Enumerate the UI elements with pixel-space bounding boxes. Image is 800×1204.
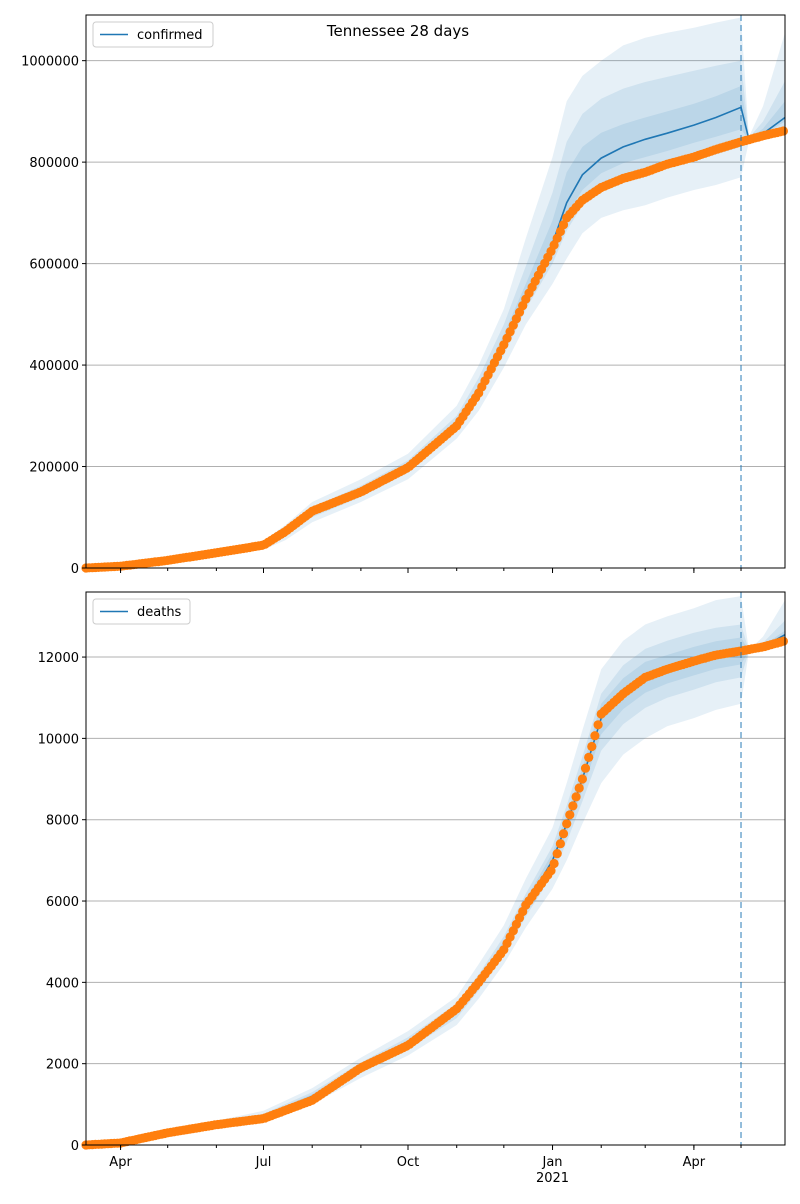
- x-year-label: 2021: [536, 1171, 569, 1186]
- legend-label: deaths: [137, 605, 182, 620]
- observed-point: [571, 792, 581, 802]
- y-tick-label: 12000: [38, 651, 79, 666]
- observed-point: [590, 731, 600, 741]
- observed-point: [568, 801, 578, 811]
- y-tick-label: 200000: [29, 461, 79, 476]
- uncertainty-band-outer: [86, 17, 785, 568]
- observed-point: [546, 866, 556, 876]
- y-tick-label: 0: [71, 1139, 79, 1154]
- y-tick-label: 0: [71, 562, 79, 577]
- observed-point: [552, 849, 562, 859]
- observed-point: [574, 783, 584, 793]
- y-tick-label: 10000: [38, 732, 79, 747]
- observed-point: [584, 752, 594, 763]
- uncertainty-band-middle: [86, 620, 785, 1145]
- x-tick-label: Apr: [109, 1155, 132, 1170]
- legend-frame: [92, 21, 214, 48]
- y-tick-label: 4000: [46, 976, 79, 991]
- observed-point: [778, 636, 789, 646]
- x-tick-label: Jul: [255, 1155, 272, 1170]
- observed-point: [549, 858, 559, 869]
- y-tick-label: 1000000: [21, 55, 79, 70]
- x-tick-label: Jan: [542, 1155, 563, 1170]
- legend: deaths: [92, 598, 191, 625]
- observed-point: [565, 810, 575, 820]
- observed-point: [558, 829, 569, 839]
- y-tick-label: 600000: [29, 258, 79, 273]
- observed-point: [577, 774, 588, 784]
- y-tick-label: 6000: [46, 895, 79, 910]
- y-tick-label: 400000: [29, 359, 79, 374]
- deaths-panel: 0 2000 4000 6000 8000 10000 12000 Apr Jul Oct Jan A…: [38, 591, 789, 1186]
- observed-point: [778, 126, 789, 136]
- figure-title: Tennessee 28 days: [326, 22, 469, 40]
- y-tick-label: 800000: [29, 156, 79, 171]
- observed-point: [562, 819, 572, 829]
- observed-point: [593, 720, 603, 730]
- y-tick-label: 2000: [46, 1058, 79, 1073]
- axes-frame: [85, 591, 786, 1146]
- axes-frame: [85, 14, 786, 569]
- observed-point: [555, 839, 566, 849]
- y-tick-label: 8000: [46, 814, 79, 829]
- uncertainty-band-outer: [86, 596, 785, 1145]
- observed-point: [580, 763, 591, 773]
- x-tick-label: Oct: [397, 1155, 419, 1170]
- legend-label: confirmed: [137, 28, 203, 43]
- observed-point: [587, 741, 597, 752]
- legend: confirmed: [92, 21, 214, 48]
- confirmed-panel: 0 200000 400000 600000 800000 1000000 confirme…: [21, 14, 789, 577]
- x-tick-label: Apr: [683, 1155, 706, 1170]
- legend-frame: [92, 598, 191, 625]
- uncertainty-band-inner: [86, 86, 785, 568]
- uncertainty-band-middle: [86, 60, 785, 568]
